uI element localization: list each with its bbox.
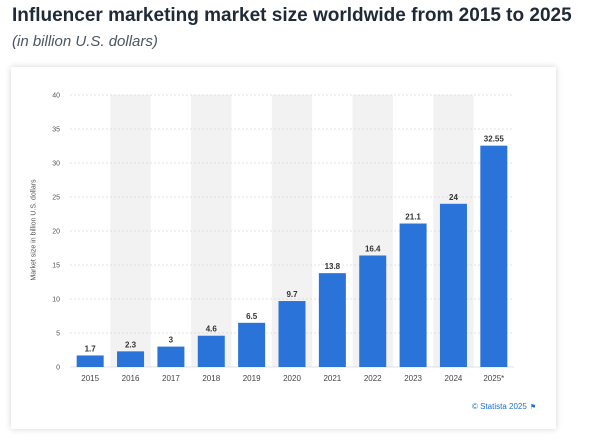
data-label: 3	[169, 336, 174, 345]
bar-2023	[399, 223, 427, 367]
statista-credit[interactable]: © Statista 2025 ⚑	[472, 402, 536, 411]
data-label: 2.3	[125, 340, 137, 349]
x-tick-label: 2019	[243, 374, 261, 383]
data-label: 16.4	[365, 244, 381, 253]
y-tick-label: 40	[52, 93, 60, 100]
x-tick-label: 2015	[81, 374, 99, 383]
y-tick-label: 15	[52, 263, 60, 270]
data-label: 32.55	[484, 135, 505, 144]
y-tick-label: 25	[52, 195, 60, 202]
x-tick-label: 2024	[445, 374, 463, 383]
credit-text[interactable]: © Statista 2025	[472, 402, 527, 411]
bar-2021	[318, 273, 346, 367]
bar-2020	[278, 301, 306, 367]
y-axis-label: Market size in billion U.S. dollars	[30, 179, 38, 281]
x-tick-label: 2025*	[483, 374, 504, 383]
bar-2024	[439, 203, 467, 367]
data-label: 24	[449, 193, 458, 202]
chart-subtitle: (in billion U.S. dollars)	[12, 33, 158, 50]
y-tick-label: 10	[52, 297, 60, 304]
bar-2022	[359, 255, 387, 367]
y-tick-label: 0	[56, 365, 60, 372]
bar-2025*	[480, 145, 508, 367]
data-label: 6.5	[246, 312, 258, 321]
y-tick-label: 30	[52, 161, 60, 168]
x-tick-label: 2023	[404, 374, 422, 383]
flag-icon[interactable]: ⚑	[529, 404, 537, 411]
x-tick-label: 2021	[323, 374, 341, 383]
x-tick-label: 2020	[283, 374, 301, 383]
bar-2015	[76, 355, 104, 367]
x-tick-label: 2017	[162, 374, 180, 383]
x-tick-label: 2018	[202, 374, 220, 383]
chart-title: Influencer marketing market size worldwi…	[12, 5, 572, 26]
data-label: 1.7	[85, 344, 97, 353]
data-label: 21.1	[405, 213, 421, 222]
y-tick-label: 5	[56, 331, 60, 338]
y-tick-label: 20	[52, 229, 60, 236]
bar-2016	[117, 351, 145, 367]
bar-2019	[238, 322, 266, 367]
data-label: 4.6	[206, 325, 218, 334]
data-label: 9.7	[286, 290, 298, 299]
x-tick-label: 2022	[364, 374, 382, 383]
data-label: 13.8	[325, 262, 341, 271]
y-tick-label: 35	[52, 127, 60, 134]
x-tick-label: 2016	[122, 374, 140, 383]
bar-2017	[157, 346, 185, 367]
bar-2018	[197, 335, 225, 367]
